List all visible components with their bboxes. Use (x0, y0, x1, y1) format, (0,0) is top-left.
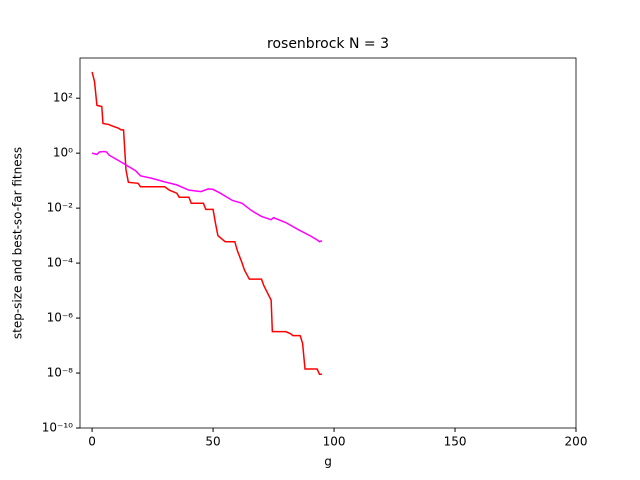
chart-title: rosenbrock N = 3 (267, 36, 389, 52)
data-line (91, 71, 322, 376)
x-axis-label: g (324, 455, 332, 469)
x-tick-label: 0 (88, 435, 96, 449)
y-tick-label: 10⁻⁸ (47, 366, 74, 380)
plot-frame (79, 57, 577, 429)
y-tick-label: 10² (53, 91, 73, 105)
y-axis-label: step-size and best-so-far fitness (11, 147, 25, 339)
x-tick-label: 100 (323, 435, 346, 449)
x-tick-label: 150 (444, 435, 467, 449)
data-line (91, 150, 323, 243)
y-tick-label: 10⁰ (53, 146, 73, 160)
x-tick-label: 50 (205, 435, 220, 449)
y-tick-label: 10⁻¹⁰ (42, 421, 73, 435)
y-tick-label: 10⁻² (47, 201, 74, 215)
y-tick-label: 10⁻⁴ (47, 256, 74, 270)
x-tick-label: 200 (565, 435, 588, 449)
y-tick-label: 10⁻⁶ (47, 311, 74, 325)
